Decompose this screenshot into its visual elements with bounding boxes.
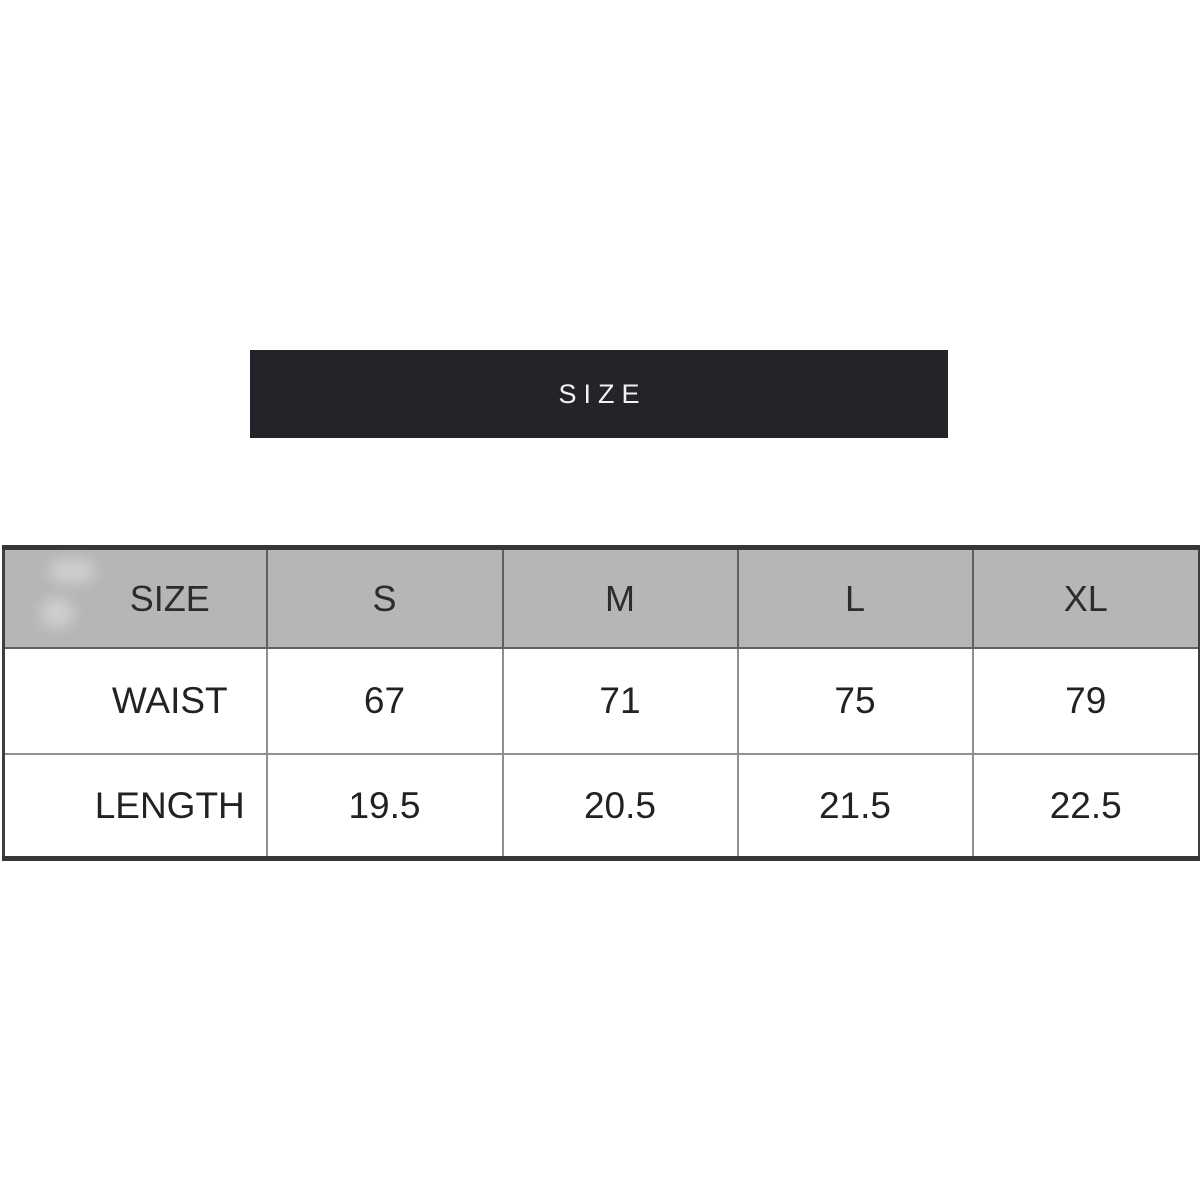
header-cell-s: S — [265, 546, 504, 649]
row-label-waist: WAIST — [2, 647, 268, 755]
waist-value-xl: 79 — [971, 647, 1200, 755]
size-table: SIZE S M L XL WAIST 67 71 75 79 LENGTH 1… — [2, 545, 1200, 861]
length-value-s: 19.5 — [265, 753, 504, 860]
size-banner-title: SIZE — [558, 378, 647, 409]
length-value-xl: 22.5 — [971, 753, 1200, 860]
waist-value-l: 75 — [736, 647, 974, 755]
waist-value-m: 71 — [501, 647, 739, 755]
row-label-length: LENGTH — [2, 753, 268, 860]
table-row-waist: WAIST 67 71 75 79 — [2, 647, 1200, 755]
header-cell-l: L — [736, 546, 974, 649]
header-cell-m: M — [501, 546, 739, 649]
header-cell-xl: XL — [971, 546, 1200, 649]
table-header-row: SIZE S M L XL — [2, 546, 1200, 649]
length-value-l: 21.5 — [736, 753, 974, 860]
table-row-length: LENGTH 19.5 20.5 21.5 22.5 — [2, 753, 1200, 860]
size-banner: SIZE — [250, 350, 948, 438]
waist-value-s: 67 — [265, 647, 504, 755]
header-cell-size: SIZE — [2, 546, 268, 649]
length-value-m: 20.5 — [501, 753, 739, 860]
